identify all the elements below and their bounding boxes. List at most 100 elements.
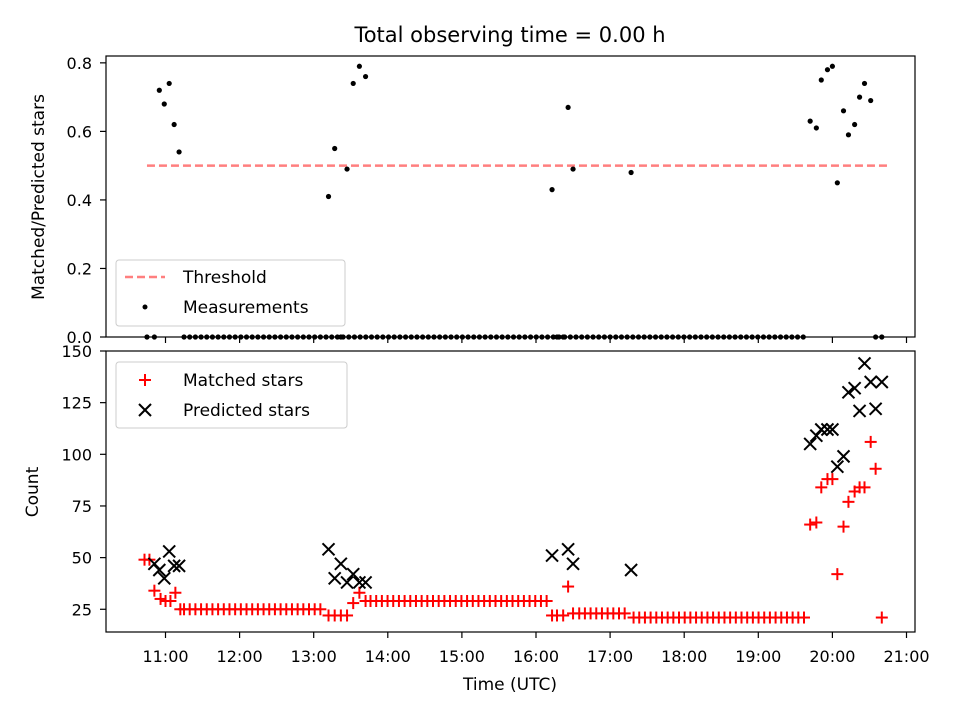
top-y-tick-label: 0.4 <box>67 191 92 210</box>
measurement-point <box>840 108 847 114</box>
bottom-x-ticks: 11:00 12:00 13:00 14:00 15:00 16:00 17:00 18:00… <box>142 632 930 666</box>
predicted-star-marker <box>358 575 373 590</box>
matched-star-marker <box>837 520 850 533</box>
matched-legend-swatch <box>139 374 151 386</box>
predicted-star-marker <box>157 571 171 585</box>
measurement-point <box>845 132 852 138</box>
x-axis-label: Time (UTC) <box>462 675 557 695</box>
top-y-ticks: 0.0 0.2 0.4 0.6 0.8 <box>67 54 106 347</box>
predicted-star-marker <box>820 422 835 437</box>
legend-matched-label: Matched stars <box>183 371 303 391</box>
measurement-point <box>570 166 576 172</box>
x-tick-label: 13:00 <box>291 647 337 666</box>
measurement-point <box>171 121 177 128</box>
matched-star-marker <box>804 518 817 531</box>
predicted-star-marker <box>875 375 889 389</box>
predicted-star-marker <box>340 575 354 590</box>
matched-star-marker <box>353 586 366 599</box>
x-tick-label: 18:00 <box>661 647 707 666</box>
top-y-tick-label: 0.2 <box>67 259 92 278</box>
measurement-point <box>818 77 824 83</box>
matched-star-marker <box>148 584 161 597</box>
predicted-star-marker <box>863 375 878 389</box>
bottom-plot-frame <box>105 350 916 633</box>
predicted-star-marker <box>327 571 342 585</box>
predicted-star-marker <box>352 575 367 590</box>
matched-star-marker <box>169 586 182 599</box>
matched-star-marker <box>359 595 372 608</box>
predicted-star-marker <box>346 567 360 581</box>
predicted-star-marker <box>847 381 862 395</box>
x-tick-label: 14:00 <box>365 647 411 666</box>
matched-star-marker <box>562 580 575 593</box>
measurement-point <box>813 125 819 131</box>
bottom-y-ticks: 25 50 75 100 125 150 <box>61 342 106 619</box>
predicted-star-marker <box>836 449 851 464</box>
top-legend-box <box>115 259 346 327</box>
measurement-point <box>350 80 356 87</box>
x-tick-label: 11:00 <box>142 647 188 666</box>
measurement-point <box>829 63 836 69</box>
measurement-point <box>161 101 167 107</box>
x-tick-label: 20:00 <box>809 647 855 666</box>
predicted-star-marker <box>841 385 856 400</box>
measurement-point <box>565 104 571 111</box>
legend-threshold-label: Threshold <box>182 268 267 288</box>
bottom-legend: Matched stars Predicted stars <box>115 361 348 429</box>
predicted-star-marker <box>852 404 867 418</box>
measurement-point <box>325 193 332 200</box>
matched-star-marker <box>831 568 844 581</box>
bottom-y-tick-label: 75 <box>72 497 92 516</box>
matched-star-marker <box>341 609 354 622</box>
predicted-star-marker <box>172 559 186 573</box>
matched-star-marker <box>864 435 877 448</box>
predicted-star-marker <box>825 422 840 437</box>
measurement-point <box>356 63 362 69</box>
measurement-point <box>628 169 634 176</box>
measurement-point <box>834 180 840 186</box>
matched-star-marker <box>540 595 553 608</box>
predicted-star-marker <box>545 548 559 563</box>
measurement-point <box>166 80 172 87</box>
predicted-star-marker <box>803 437 817 451</box>
measurement-point <box>807 118 813 124</box>
matched-star-marker <box>314 603 327 616</box>
predicted-star-marker <box>857 356 872 371</box>
top-y-tick-label: 0.6 <box>67 122 92 141</box>
measurement-point <box>362 73 369 80</box>
measurements-legend-swatch <box>142 304 148 310</box>
matched-star-marker <box>826 473 839 486</box>
predicted-star-marker <box>830 459 845 474</box>
top-y-tick-label: 0.8 <box>67 54 92 73</box>
measurement-point <box>549 187 555 193</box>
predicted-star-marker <box>334 557 348 571</box>
chart-title: Total observing time = 0.00 h <box>353 23 665 47</box>
x-tick-label: 16:00 <box>513 647 559 666</box>
measurement-point <box>332 145 338 152</box>
predicted-star-marker <box>321 542 336 557</box>
top-legend: Threshold Measurements <box>115 259 346 327</box>
measurement-point <box>176 149 182 155</box>
measurement-point <box>852 121 858 128</box>
bottom-y-axis-label: Count <box>23 466 43 517</box>
bottom-y-tick-label: 50 <box>72 549 92 568</box>
measurement-point <box>344 166 350 172</box>
measurement-point <box>861 80 868 87</box>
x-tick-label: 12:00 <box>217 647 263 666</box>
matched-star-marker <box>347 597 360 610</box>
measurement-point <box>856 94 863 100</box>
matched-star-marker <box>557 609 570 622</box>
matched-star-marker <box>815 481 828 494</box>
legend-predicted-label: Predicted stars <box>183 401 310 421</box>
measurement-point <box>868 97 874 104</box>
bottom-y-tick-label: 100 <box>61 445 92 464</box>
x-tick-label: 15:00 <box>439 647 485 666</box>
top-y-tick-label: 0.0 <box>67 328 92 347</box>
predicted-star-marker <box>561 542 575 557</box>
matched-star-marker <box>875 611 888 624</box>
predicted-legend-swatch <box>138 403 152 417</box>
bottom-y-tick-label: 25 <box>72 600 92 619</box>
matched-star-marker <box>842 495 855 508</box>
matched-star-marker <box>164 595 177 608</box>
